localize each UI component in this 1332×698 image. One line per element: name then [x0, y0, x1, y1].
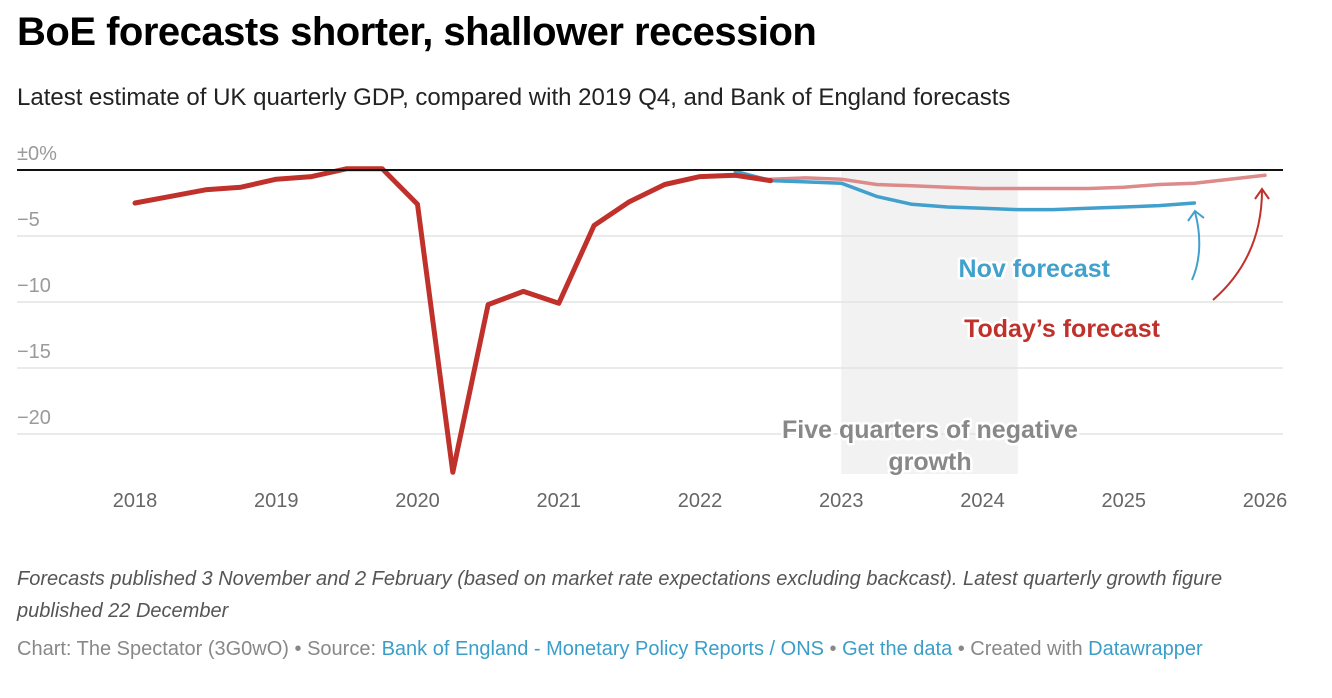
today-forecast-arrow	[1212, 189, 1263, 301]
line-chart: ±0%−5−10−15−20 2018 2019 2020 2021 2022 2023 2…	[17, 143, 1288, 512]
series-line-actual	[132, 166, 774, 475]
series-line-today_forecast	[768, 173, 1267, 191]
chart-title: BoE forecasts shorter, shallower recessi…	[17, 10, 817, 54]
annotations: Five quarters of negative growth Nov for…	[780, 187, 1270, 479]
y-tick-label: −15	[17, 341, 51, 363]
gridlines	[17, 235, 1283, 435]
x-tick-label: 2026	[1243, 490, 1288, 512]
nov-forecast-arrowhead	[1187, 209, 1205, 222]
x-tick-label: 2020	[395, 490, 440, 512]
shaded-region-label-line2: growth	[888, 448, 971, 476]
negative-growth-shade	[841, 170, 1018, 474]
y-tick-label: −5	[17, 209, 40, 231]
y-axis-ticks: ±0% −5 −10 −15 −20	[17, 143, 57, 429]
today-forecast-arrowhead	[1254, 187, 1270, 200]
y-tick-label: −20	[17, 407, 51, 429]
chart-notes: Forecasts published 3 November and 2 Feb…	[17, 568, 1223, 622]
source-link[interactable]: Bank of England - Monetary Policy Report…	[381, 638, 824, 660]
series-lines	[17, 166, 1283, 475]
chart-subtitle: Latest estimate of UK quarterly GDP, com…	[17, 84, 1011, 111]
footer-created-with: • Created with	[952, 638, 1089, 660]
x-tick-label: 2022	[678, 490, 723, 512]
chart-footer: Chart: The Spectator (3G0wO) • Source: B…	[17, 638, 1203, 661]
x-tick-label: 2023	[819, 490, 864, 512]
footer-separator: •	[823, 638, 843, 660]
x-tick-label: 2021	[537, 490, 582, 512]
footer-credit: Chart: The Spectator (3G0wO) • Source:	[17, 638, 382, 660]
nov-forecast-label: Nov forecast	[959, 255, 1111, 283]
nov-forecast-arrow	[1191, 211, 1201, 281]
x-tick-label: 2025	[1102, 490, 1147, 512]
x-tick-label: 2019	[254, 490, 299, 512]
y-tick-label: −10	[17, 275, 51, 297]
shaded-region-layer	[841, 170, 1018, 474]
get-the-data-link[interactable]: Get the data	[842, 638, 953, 660]
datawrapper-link[interactable]: Datawrapper	[1088, 638, 1203, 660]
x-axis-ticks: 2018 2019 2020 2021 2022 2023 2024 2025 2026	[113, 490, 1288, 512]
x-tick-label: 2018	[113, 490, 158, 512]
today-forecast-label: Today’s forecast	[964, 315, 1161, 343]
y-tick-label: ±0%	[17, 143, 57, 165]
shaded-region-label: Five quarters of negative	[782, 416, 1078, 444]
series-line-nov_forecast	[733, 169, 1197, 212]
x-tick-label: 2024	[960, 490, 1005, 512]
